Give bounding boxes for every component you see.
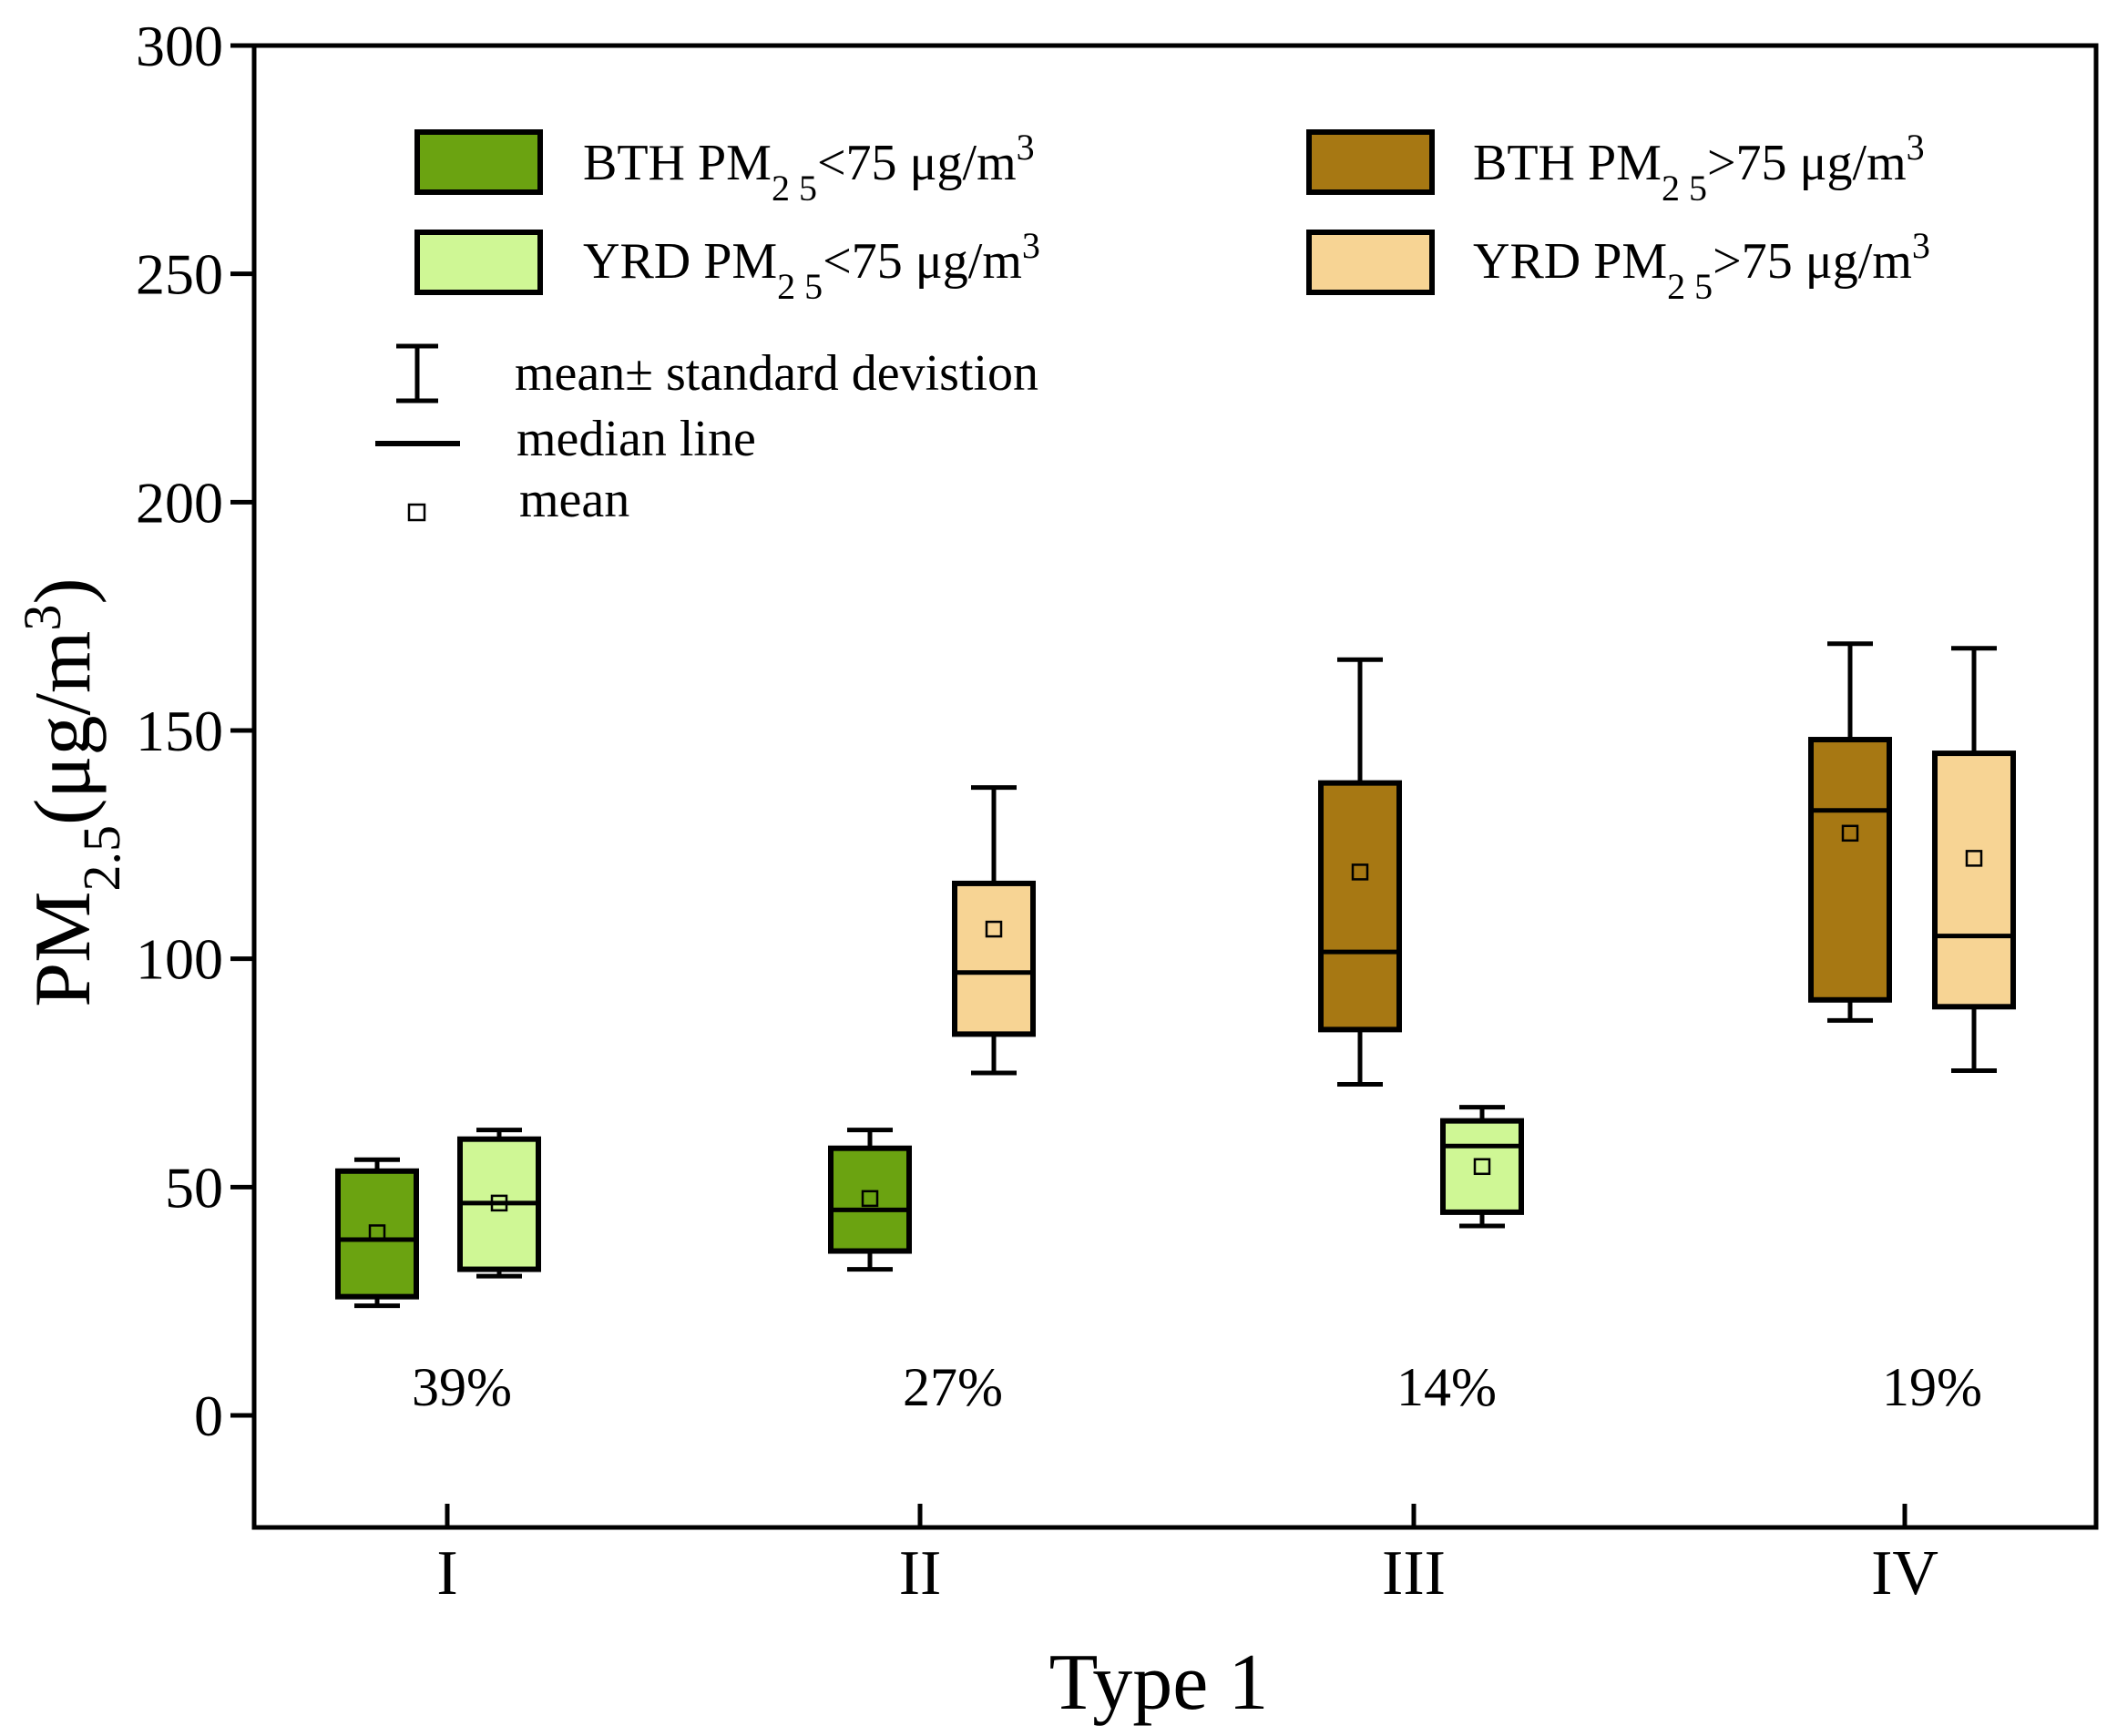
box-body bbox=[1808, 737, 1892, 1003]
plot-frame bbox=[251, 43, 2099, 1530]
x-axis-title: Type 1 bbox=[1049, 1639, 1269, 1727]
y-axis-title-text: PM2.5(μg/m3) bbox=[13, 577, 131, 1006]
percent-label: 19% bbox=[1882, 1357, 1982, 1417]
box-yrd_high-IV bbox=[1932, 646, 2016, 1073]
mean-marker bbox=[861, 1190, 879, 1208]
box-body bbox=[952, 880, 1036, 1037]
y-tick-label: 250 bbox=[136, 242, 223, 307]
mean-marker bbox=[985, 920, 1003, 938]
legend-item-bth_high: BTH PM2 5>75 μg/m3 bbox=[1306, 127, 1925, 209]
box-body bbox=[335, 1168, 419, 1300]
legend-item-bth_low: BTH PM2 5<75 μg/m3 bbox=[414, 127, 1035, 209]
box-yrd_low-III bbox=[1440, 1105, 1524, 1229]
percent-label: 27% bbox=[903, 1357, 1003, 1417]
box-bth_low-II bbox=[828, 1128, 912, 1272]
legend-label: BTH PM2 5>75 μg/m3 bbox=[1473, 127, 1925, 209]
box-body bbox=[1318, 780, 1402, 1033]
x-tick-label: I bbox=[436, 1538, 457, 1608]
y-tick-label: 200 bbox=[136, 470, 223, 535]
box-bth_high-IV bbox=[1808, 641, 1892, 1023]
legend: BTH PM2 5<75 μg/m3 BTH PM2 5>75 μg/m3 YRD … bbox=[375, 127, 1930, 528]
y-tick-label: 300 bbox=[136, 14, 223, 78]
legend-item-yrd_low: YRD PM2 5<75 μg/m3 bbox=[414, 225, 1040, 307]
x-tick-label: II bbox=[899, 1538, 942, 1608]
mean-marker bbox=[490, 1194, 508, 1212]
box-body bbox=[1932, 751, 2016, 1010]
percent-label: 39% bbox=[412, 1357, 512, 1417]
box-yrd_low-I bbox=[457, 1128, 541, 1279]
mean-marker bbox=[1351, 863, 1369, 881]
box-yrd_high-II bbox=[952, 785, 1036, 1076]
box-body bbox=[828, 1145, 912, 1254]
legend-swatch bbox=[1306, 230, 1435, 295]
box-bth_low-I bbox=[335, 1157, 419, 1309]
x-tick-label: III bbox=[1382, 1538, 1446, 1608]
mean-marker bbox=[1841, 824, 1859, 842]
box-body bbox=[1440, 1118, 1524, 1215]
y-axis-title: PM2.5(μg/m3) bbox=[13, 577, 131, 1006]
y-tick-label: 0 bbox=[194, 1384, 223, 1448]
legend-swatch bbox=[414, 129, 543, 195]
x-tick-label: IV bbox=[1871, 1538, 1938, 1608]
percent-label: 14% bbox=[1396, 1357, 1497, 1417]
legend-swatch bbox=[1306, 129, 1435, 195]
y-tick-label: 100 bbox=[136, 927, 223, 992]
legend-label: YRD PM2 5<75 μg/m3 bbox=[583, 225, 1040, 307]
y-tick-label: 50 bbox=[165, 1155, 223, 1220]
median-legend-label: median line bbox=[517, 411, 756, 467]
sd-legend-label: mean± standard devistion bbox=[515, 345, 1038, 402]
mean-legend-icon bbox=[407, 503, 426, 522]
box-bth_high-III bbox=[1318, 657, 1402, 1088]
legend-swatch bbox=[414, 230, 543, 295]
y-tick-label: 150 bbox=[136, 699, 223, 763]
legend-label: BTH PM2 5<75 μg/m3 bbox=[583, 127, 1035, 209]
mean-marker bbox=[1965, 850, 1983, 867]
mean-marker bbox=[1473, 1158, 1491, 1176]
mean-marker bbox=[368, 1224, 386, 1241]
legend-item-yrd_high: YRD PM2 5>75 μg/m3 bbox=[1306, 225, 1930, 307]
mean-legend-label: mean bbox=[519, 472, 629, 528]
legend-label: YRD PM2 5>75 μg/m3 bbox=[1473, 225, 1930, 307]
